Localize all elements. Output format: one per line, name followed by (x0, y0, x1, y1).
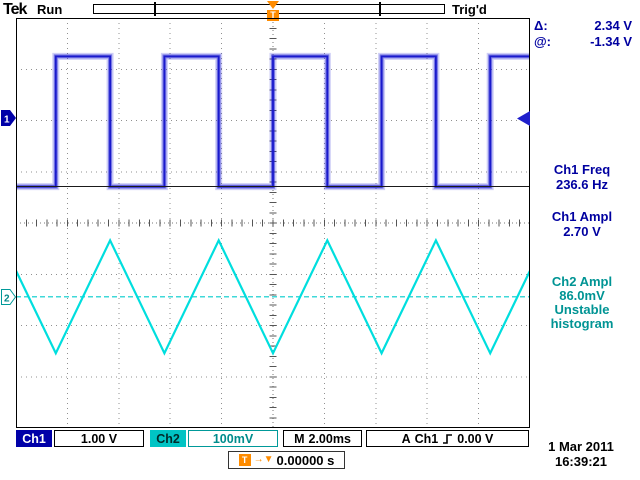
date-readout: 1 Mar 2011 (548, 439, 614, 454)
measurement-note: histogram (550, 316, 614, 331)
ch1-scale-value: 1.00 V (54, 430, 144, 447)
graticule (16, 18, 530, 428)
trigger-delay-marker: T (238, 454, 251, 466)
ch2-scale-value: 100mV (188, 430, 278, 447)
cursor-delta-label: Δ: (534, 18, 548, 33)
ch2-marker-label: 2 (4, 294, 10, 305)
cursor-at-value: -1.34 V (590, 34, 632, 49)
cursor-delta-readout: Δ: 2.34 V (534, 18, 632, 33)
cursor-delta-value: 2.34 V (594, 18, 632, 33)
measurement-ch2-ampl: Ch2 Ampl 86.0mV Unstable histogram (528, 275, 636, 331)
trigger-position-arrow-icon (267, 1, 279, 9)
trigger-level-value: 0.00 V (457, 431, 494, 446)
measurement-value: 236.6 Hz (555, 177, 609, 192)
trigger-source: Ch1 (414, 431, 439, 446)
acquisition-status: Run (37, 2, 63, 17)
measurement-note: Unstable (554, 302, 610, 317)
timebase-label: M (294, 431, 305, 446)
delay-arrow-icon: →▼ (253, 454, 274, 465)
trigger-status: Trig'd (452, 2, 487, 17)
measurement-label: Ch1 Ampl (551, 209, 613, 224)
timebase-value: 2.00ms (308, 431, 351, 446)
ch2-scale-badge: Ch2 (150, 430, 186, 447)
ch1-marker-shape (1, 110, 16, 126)
trigger-delay-readout: T →▼ 0.00000 s (228, 451, 345, 469)
trigger-system-label: A (401, 431, 411, 446)
timebase-readout: M 2.00ms (283, 430, 362, 447)
measurement-label: Ch2 Ampl (551, 274, 613, 289)
trigger-delay-value: 0.00000 s (276, 452, 335, 468)
tek-logo: Tek (3, 1, 27, 18)
window-bracket-left-icon (154, 2, 156, 16)
measurement-value: 2.70 V (563, 224, 601, 239)
measurement-label: Ch1 Freq (553, 162, 611, 177)
ch1-scale-badge: Ch1 (16, 430, 52, 447)
trigger-position-marker: T (267, 10, 279, 21)
window-bracket-right-icon (379, 2, 381, 16)
measurement-value: 86.0mV (559, 288, 605, 303)
trigger-level-arrow-icon (517, 111, 530, 126)
trigger-readout: A Ch1 0.00 V (366, 430, 529, 447)
measurement-ch1-freq: Ch1 Freq 236.6 Hz (528, 162, 636, 192)
ch2-position-marker: 2 (1, 289, 16, 305)
cursor-at-label: @: (534, 34, 552, 49)
ch2-marker-shape (1, 289, 16, 305)
ch1-marker-label: 1 (4, 115, 10, 126)
ch1-position-marker: 1 (1, 110, 16, 126)
rising-slope-icon (443, 434, 453, 444)
time-readout: 16:39:21 (554, 454, 608, 469)
cursor-at-readout: @: -1.34 V (534, 34, 632, 49)
measurement-ch1-ampl: Ch1 Ampl 2.70 V (528, 209, 636, 239)
